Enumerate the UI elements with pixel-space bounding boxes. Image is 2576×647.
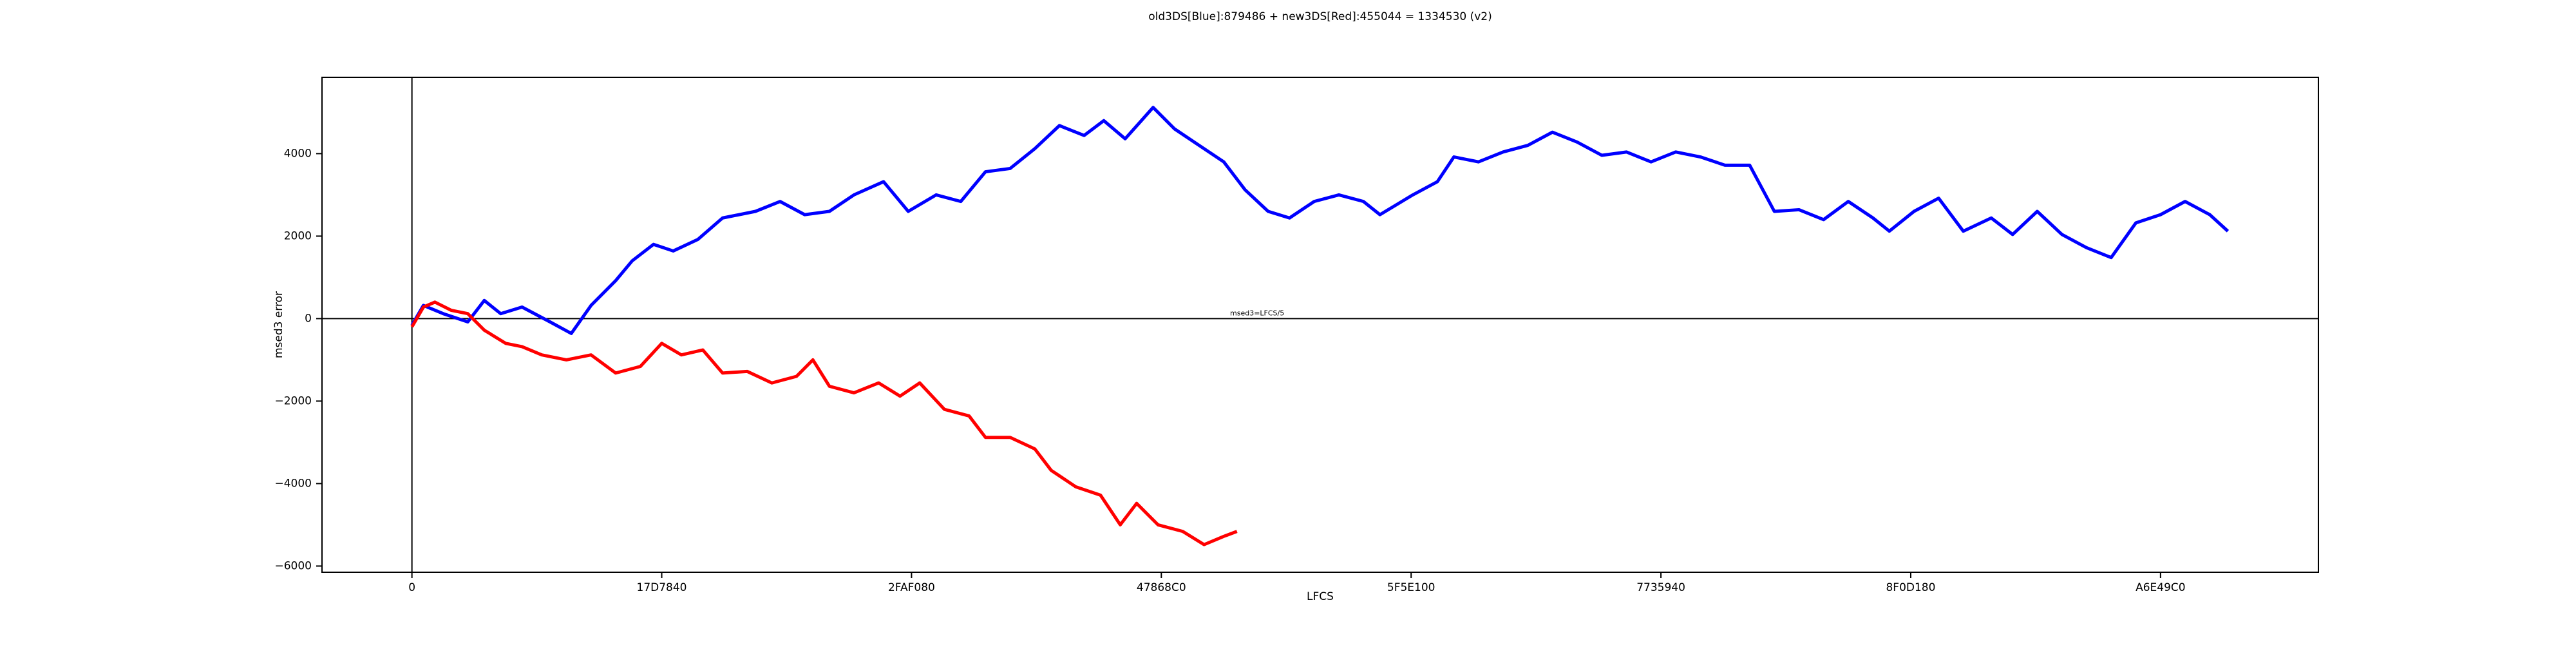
y-tick-label: −2000 bbox=[274, 394, 312, 407]
x-tick-label: 17D7840 bbox=[637, 581, 687, 594]
annotation: msed3=LFCS/5 bbox=[1230, 309, 1284, 317]
y-tick-label: 0 bbox=[305, 312, 312, 325]
x-tick-label: 47868C0 bbox=[1137, 581, 1186, 594]
x-tick-label: 8F0D180 bbox=[1886, 581, 1935, 594]
x-tick-label: 5F5E100 bbox=[1387, 581, 1435, 594]
y-axis-label: msed3 error bbox=[272, 291, 285, 358]
y-tick-label: −6000 bbox=[274, 559, 312, 572]
x-tick-label: A6E49C0 bbox=[2136, 581, 2186, 594]
chart-title: old3DS[Blue]:879486 + new3DS[Red]:455044… bbox=[1148, 10, 1492, 23]
plot-frame bbox=[321, 77, 2319, 573]
data-line bbox=[410, 106, 2230, 335]
y-tick-label: −4000 bbox=[274, 477, 312, 490]
x-axis-label: LFCS bbox=[1307, 590, 1334, 603]
x-tick-label: 7735940 bbox=[1636, 581, 1685, 594]
y-tick-label: 2000 bbox=[284, 229, 312, 242]
data-line bbox=[410, 300, 1238, 546]
y-tick-label: 4000 bbox=[284, 147, 312, 160]
x-tick-label: 2FAF080 bbox=[888, 581, 935, 594]
x-tick-label: 0 bbox=[408, 581, 415, 594]
